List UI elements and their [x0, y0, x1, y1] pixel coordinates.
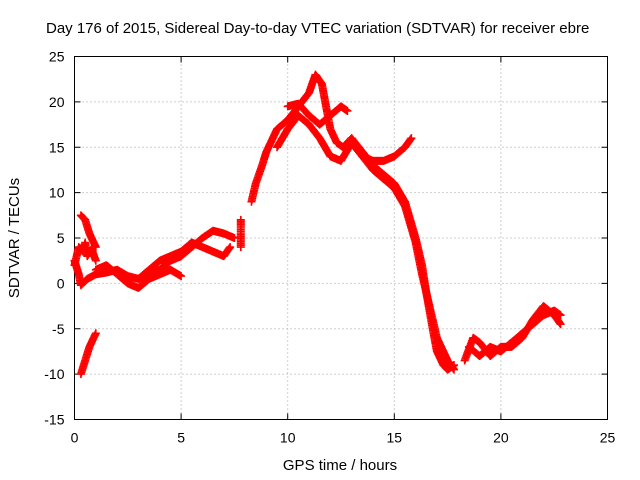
x-axis-ticks: 0 5 10 15 20 25 — [71, 56, 616, 446]
series-track-b — [76, 211, 100, 252]
data-point — [407, 134, 416, 143]
x-tick-label: 5 — [177, 430, 185, 446]
series-track-c — [76, 329, 100, 379]
y-tick-label: 5 — [57, 230, 65, 246]
data-point — [449, 365, 458, 374]
chart-title: Day 176 of 2015, Sidereal Day-to-day VTE… — [46, 20, 589, 37]
data-points — [70, 70, 565, 379]
series-track-i — [273, 111, 458, 374]
data-point — [91, 329, 100, 338]
plot-frame — [74, 56, 608, 420]
y-tick-label: -10 — [44, 366, 64, 382]
series-track-m — [460, 302, 565, 365]
x-tick-label: 15 — [387, 430, 403, 446]
y-tick-label: 0 — [57, 275, 65, 291]
y-axis-label: SDTVAR / TECUs — [6, 178, 23, 298]
grid-lines — [74, 56, 608, 420]
data-point — [91, 243, 100, 252]
data-point — [177, 272, 186, 281]
y-tick-label: 20 — [49, 94, 65, 110]
series-track-j — [283, 99, 352, 129]
y-tick-label: 25 — [49, 49, 65, 65]
data-point — [343, 106, 352, 115]
x-axis-label: GPS time / hours — [283, 457, 397, 474]
series-track-a — [70, 238, 100, 270]
series-track-e — [91, 261, 186, 292]
y-tick-label: 15 — [49, 139, 65, 155]
data-point — [236, 215, 245, 224]
x-tick-label: 20 — [493, 430, 509, 446]
x-tick-label: 25 — [600, 430, 616, 446]
data-point — [91, 256, 100, 265]
series-track-f — [134, 238, 235, 283]
data-point — [556, 320, 565, 329]
y-tick-label: 10 — [49, 185, 65, 201]
y-axis-ticks: -15 -10 -5 0 5 10 15 20 25 — [44, 49, 608, 428]
series-track-k — [347, 134, 416, 165]
x-tick-label: 10 — [280, 430, 296, 446]
series-track-h — [247, 70, 458, 374]
data-point — [226, 243, 235, 252]
series-track-g — [236, 215, 245, 252]
y-tick-label: -15 — [44, 412, 64, 428]
x-tick-label: 0 — [71, 430, 79, 446]
y-tick-label: -5 — [52, 321, 65, 337]
